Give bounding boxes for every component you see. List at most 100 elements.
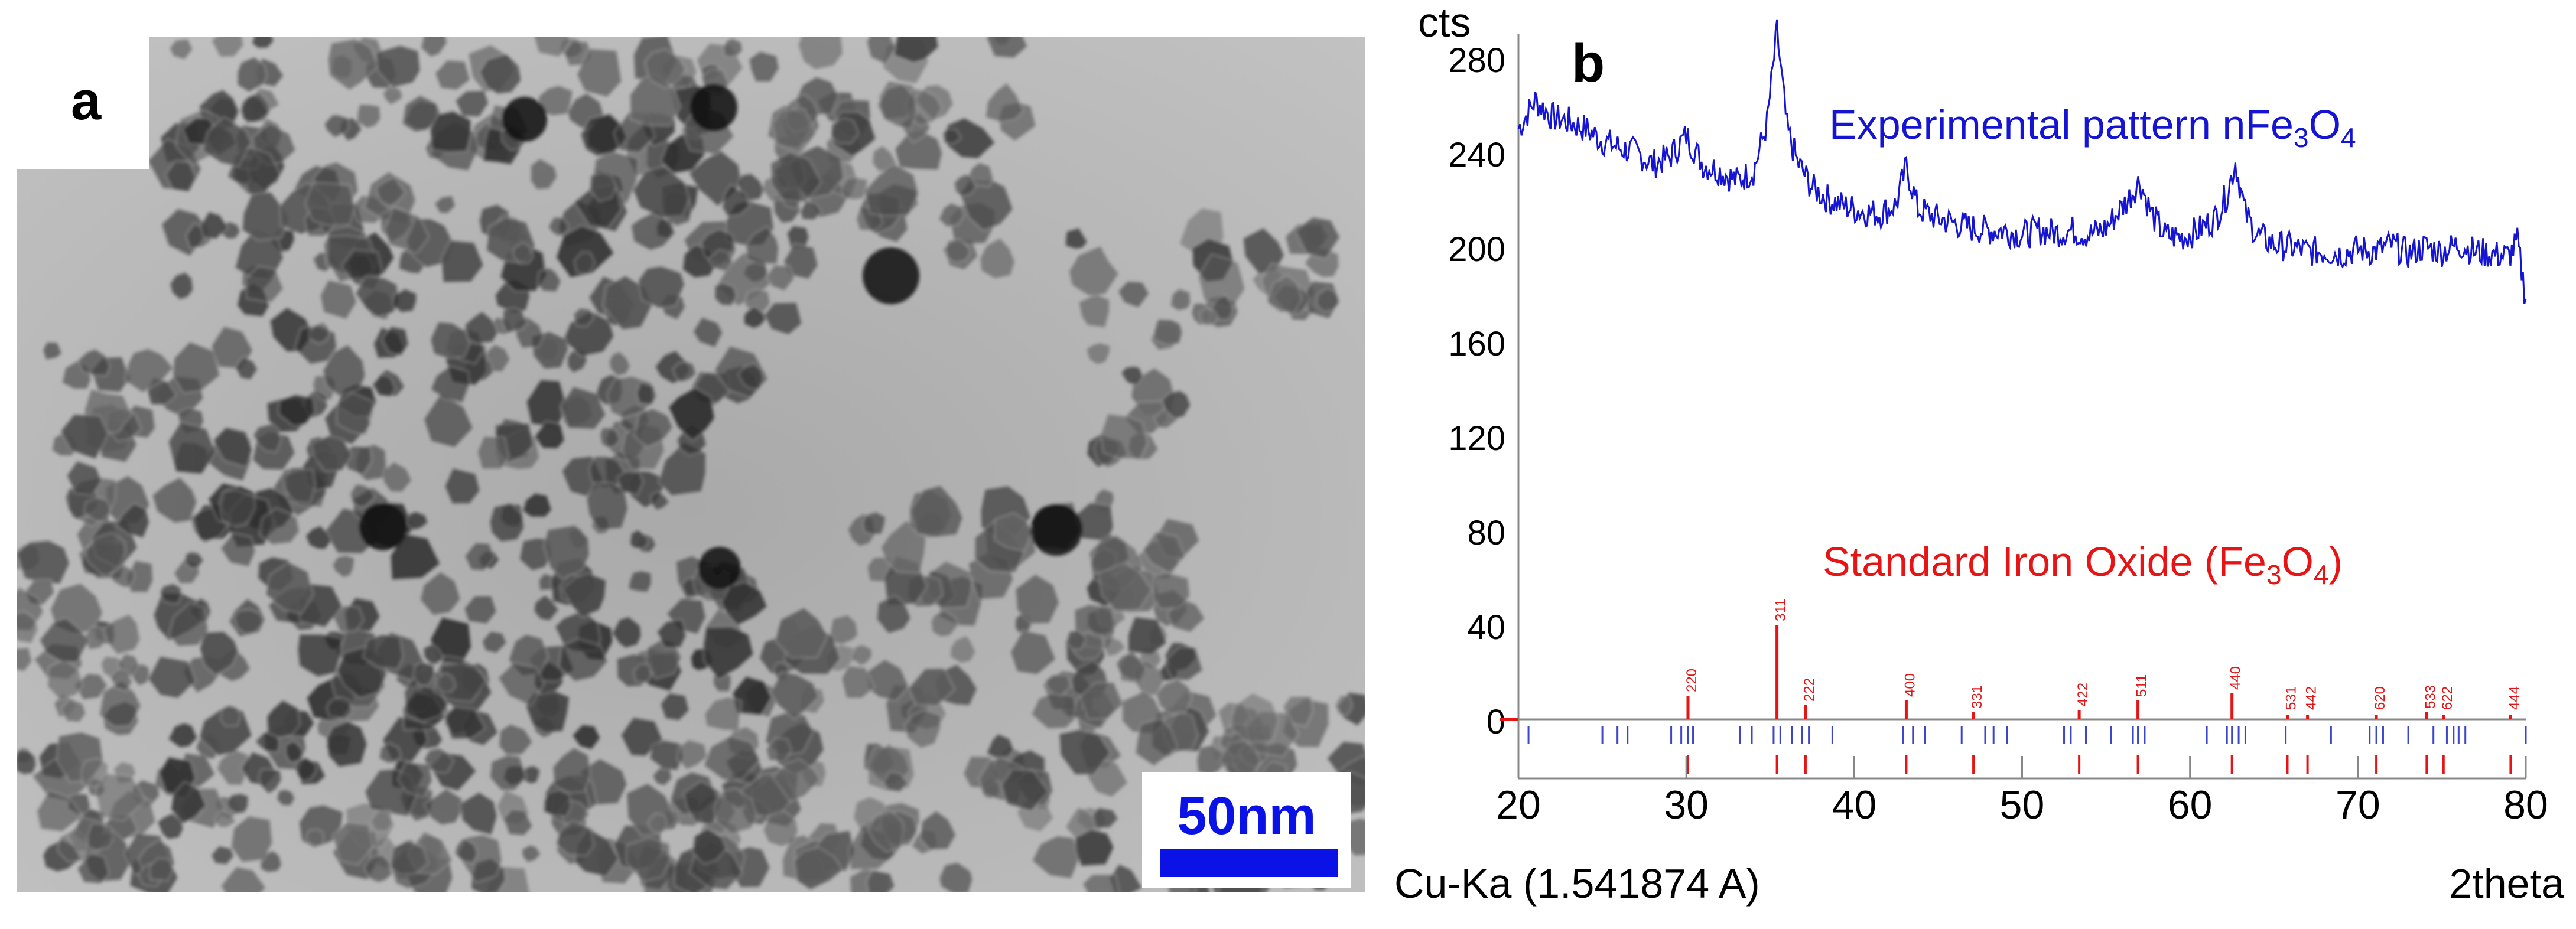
nanoparticle xyxy=(930,609,960,638)
nanoparticle xyxy=(169,271,194,301)
nanoparticle xyxy=(571,723,601,751)
nanoparticle xyxy=(1092,806,1120,829)
nanoparticle xyxy=(363,853,393,884)
nanoparticle xyxy=(1014,573,1061,625)
hkl-label: 422 xyxy=(2075,683,2091,706)
xrd-chart-panel: cts b 0 40 80 120 160 200 240 280 20 30 40 50 60 70 8… xyxy=(1383,0,2576,926)
nanoparticle xyxy=(714,282,737,307)
y-tick-label: 160 xyxy=(1448,325,1505,363)
nanoparticle xyxy=(35,790,84,833)
nanoparticle xyxy=(382,86,404,106)
nanoparticle xyxy=(1098,562,1153,612)
nanoparticle xyxy=(419,571,462,617)
nanoparticle xyxy=(429,110,472,153)
nanoparticle xyxy=(543,789,572,817)
nanoparticle xyxy=(502,809,534,837)
nanoparticle xyxy=(770,671,819,721)
nanoparticle xyxy=(766,264,796,292)
nanoparticle xyxy=(216,748,250,787)
nanoparticle xyxy=(942,128,962,145)
nanoparticle xyxy=(326,696,353,720)
nanoparticle xyxy=(66,459,103,496)
nanoparticle xyxy=(1074,829,1115,868)
y-tick-label: 80 xyxy=(1467,514,1505,552)
nanoparticle xyxy=(1030,691,1079,730)
nanoparticle xyxy=(1127,615,1167,656)
nanoparticle xyxy=(124,347,174,394)
x-tick-label: 80 xyxy=(2503,783,2548,827)
nanoparticle xyxy=(867,809,905,853)
x-tick-label: 20 xyxy=(1496,783,1541,827)
nanoparticle xyxy=(202,116,252,168)
nanoparticle xyxy=(396,761,434,798)
nanoparticle xyxy=(423,747,455,774)
nanoparticle xyxy=(1009,629,1057,676)
nanoparticle xyxy=(259,507,301,546)
nanoparticle xyxy=(383,206,430,255)
reference-ticks-lower xyxy=(1687,755,2512,774)
nanoparticle xyxy=(702,625,754,680)
nanoparticle xyxy=(772,758,821,803)
nanoparticle xyxy=(537,84,574,117)
nanoparticle xyxy=(828,614,859,646)
nanoparticle xyxy=(676,738,708,771)
standard-series-label: Standard Iron Oxide (Fe3O4) xyxy=(1823,539,2343,590)
nanoparticle xyxy=(463,595,498,625)
nanoparticle xyxy=(170,780,207,824)
nanoparticle xyxy=(251,37,275,50)
dense-nanoparticle xyxy=(502,97,547,142)
nanoparticle xyxy=(168,38,194,61)
nanoparticle xyxy=(369,810,393,832)
nanoparticle xyxy=(454,837,479,864)
nanoparticle xyxy=(219,532,257,568)
nanoparticle xyxy=(1266,275,1303,314)
tem-image-panel: a 50nm xyxy=(17,37,1365,892)
hkl-label: 622 xyxy=(2440,686,2455,710)
nanoparticle xyxy=(1153,318,1183,346)
hkl-label: 220 xyxy=(1684,669,1700,692)
nanoparticle xyxy=(430,321,471,359)
nanoparticle xyxy=(502,307,528,334)
nanoparticle xyxy=(692,315,724,349)
dense-nanoparticle xyxy=(1030,504,1082,556)
nanoparticle xyxy=(349,483,376,508)
hkl-label: 222 xyxy=(1801,678,1817,702)
nanoparticle xyxy=(703,696,742,732)
nanoparticle xyxy=(230,815,274,863)
nanoparticle xyxy=(1058,728,1111,776)
nanoparticle xyxy=(115,502,151,539)
nanoparticle xyxy=(200,210,229,240)
y-axis-unit: cts xyxy=(1418,0,1471,45)
nanoparticle xyxy=(275,788,296,807)
hkl-label: 620 xyxy=(2372,686,2388,710)
nanoparticle xyxy=(282,468,316,504)
nanoparticle xyxy=(840,664,876,699)
nanoparticle xyxy=(1333,694,1353,716)
nanoparticle xyxy=(731,675,773,716)
nanoparticle xyxy=(87,823,115,852)
nanoparticle xyxy=(1134,718,1179,767)
nanoparticle xyxy=(219,704,242,727)
nanoparticle xyxy=(765,737,793,762)
nanoparticle xyxy=(1198,307,1219,327)
nanoparticle xyxy=(240,92,271,124)
y-tick-label: 120 xyxy=(1448,419,1505,458)
nanoparticle xyxy=(481,630,508,654)
nanoparticle xyxy=(938,861,974,892)
nanoparticle xyxy=(953,173,977,197)
tem-micrograph: a 50nm xyxy=(17,37,1365,892)
nanoparticle xyxy=(167,421,217,475)
nanoparticle xyxy=(17,646,33,673)
nanoparticle xyxy=(793,846,844,891)
nanoparticle xyxy=(558,638,609,683)
nanoparticle xyxy=(60,413,109,460)
nanoparticle xyxy=(771,108,817,154)
nanoparticle xyxy=(265,561,314,615)
nanoparticle xyxy=(774,607,828,659)
dense-nanoparticle xyxy=(690,84,737,131)
nanoparticle xyxy=(840,177,869,201)
nanoparticle xyxy=(627,569,653,593)
nanoparticle xyxy=(893,37,939,64)
nanoparticle xyxy=(1085,341,1112,366)
nanoparticle xyxy=(904,709,942,749)
